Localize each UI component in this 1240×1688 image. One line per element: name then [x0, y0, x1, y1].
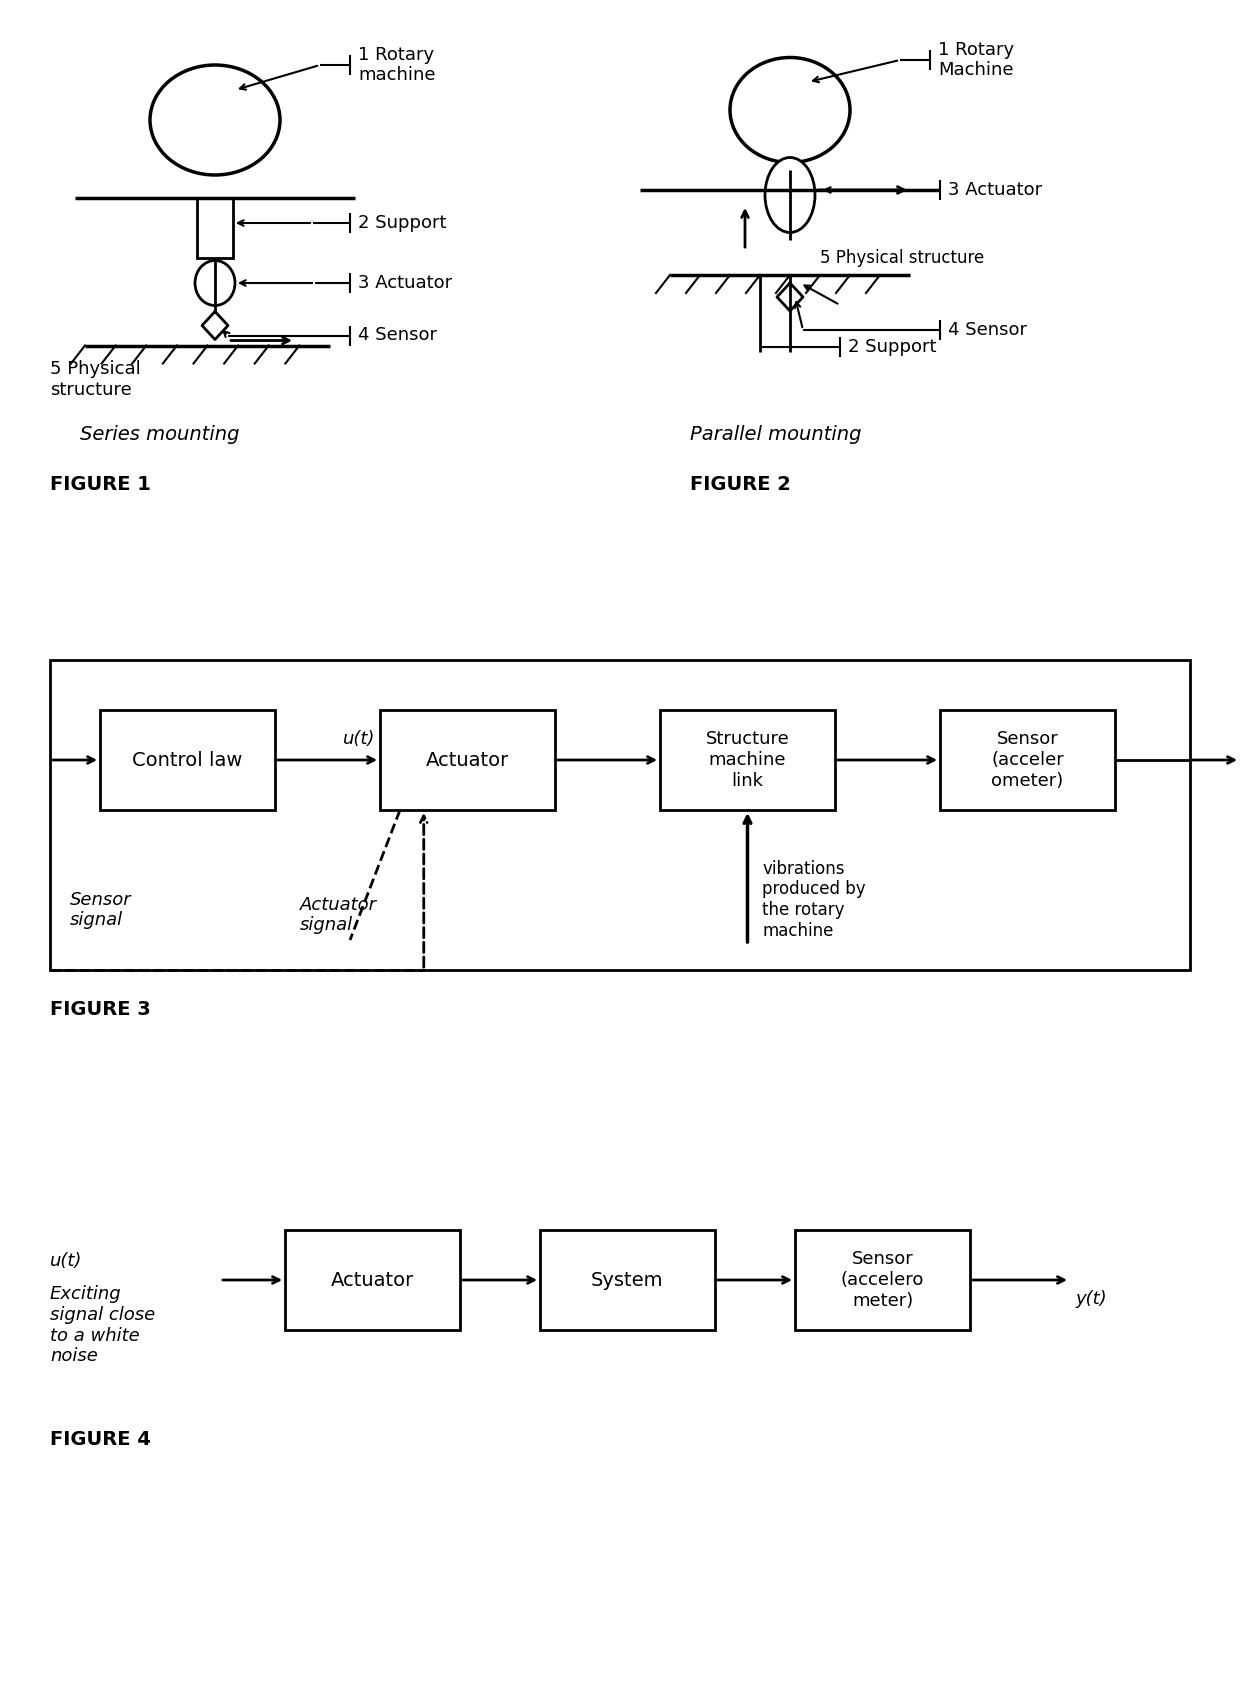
- Text: 3 Actuator: 3 Actuator: [949, 181, 1042, 199]
- Text: 4 Sensor: 4 Sensor: [949, 321, 1027, 339]
- Ellipse shape: [195, 260, 236, 306]
- Text: Parallel mounting: Parallel mounting: [689, 425, 862, 444]
- Text: Sensor
signal: Sensor signal: [69, 891, 131, 930]
- Ellipse shape: [765, 157, 815, 233]
- Text: Actuator: Actuator: [425, 751, 510, 770]
- Text: Actuator: Actuator: [331, 1271, 414, 1290]
- Text: 2 Support: 2 Support: [848, 338, 936, 356]
- Text: Exciting
signal close
to a white
noise: Exciting signal close to a white noise: [50, 1285, 155, 1366]
- Text: vibrations
produced by
the rotary
machine: vibrations produced by the rotary machin…: [763, 859, 866, 940]
- Text: 2 Support: 2 Support: [358, 214, 446, 231]
- Bar: [197, 197, 233, 258]
- Ellipse shape: [730, 57, 849, 162]
- Bar: [100, 711, 275, 810]
- Bar: [50, 660, 1190, 971]
- Bar: [539, 1231, 715, 1330]
- Bar: [660, 711, 835, 810]
- Text: FIGURE 4: FIGURE 4: [50, 1430, 151, 1448]
- Ellipse shape: [150, 66, 280, 176]
- Text: y(t): y(t): [1075, 1290, 1106, 1308]
- Text: u(t): u(t): [50, 1252, 82, 1269]
- Bar: [795, 1231, 970, 1330]
- Text: 4 Sensor: 4 Sensor: [358, 326, 436, 344]
- Text: 5 Physical structure: 5 Physical structure: [820, 250, 985, 267]
- Text: FIGURE 2: FIGURE 2: [689, 476, 791, 495]
- Bar: [940, 711, 1115, 810]
- Text: 1 Rotary
Machine: 1 Rotary Machine: [937, 41, 1014, 79]
- Text: Series mounting: Series mounting: [81, 425, 239, 444]
- Text: Sensor
(acceler
ometer): Sensor (acceler ometer): [991, 731, 1064, 790]
- Text: 1 Rotary
machine: 1 Rotary machine: [358, 46, 435, 84]
- Text: Sensor
(accelero
meter): Sensor (accelero meter): [841, 1251, 924, 1310]
- Text: Structure
machine
link: Structure machine link: [706, 731, 790, 790]
- Text: FIGURE 1: FIGURE 1: [50, 476, 151, 495]
- Text: Actuator
signal: Actuator signal: [300, 896, 377, 935]
- Bar: [379, 711, 556, 810]
- Text: u(t): u(t): [342, 729, 374, 748]
- Bar: [285, 1231, 460, 1330]
- Text: System: System: [591, 1271, 663, 1290]
- Text: 3 Actuator: 3 Actuator: [358, 273, 453, 292]
- Text: 5 Physical
structure: 5 Physical structure: [50, 361, 141, 400]
- Text: Control law: Control law: [133, 751, 243, 770]
- Text: FIGURE 3: FIGURE 3: [50, 999, 151, 1020]
